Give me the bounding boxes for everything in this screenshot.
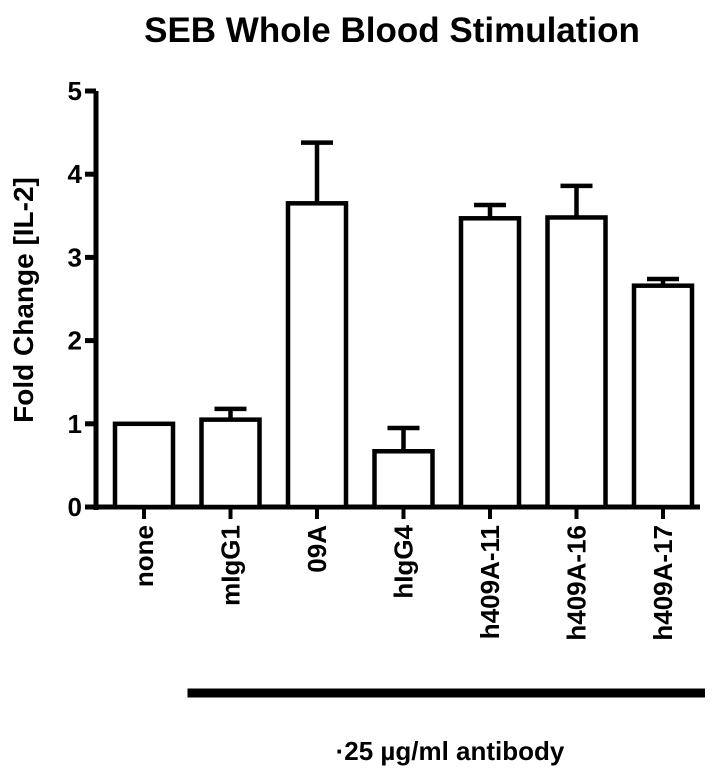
y-tick-label: 3 — [68, 242, 82, 272]
y-tick-label: 1 — [68, 409, 82, 439]
chart-title: SEB Whole Blood Stimulation — [144, 11, 640, 50]
y-axis-label: Fold Change [IL-2] — [8, 177, 39, 423]
x-tick-label: hIgG4 — [389, 524, 419, 598]
bars — [115, 203, 692, 507]
x-tick-label: mIgG1 — [216, 525, 246, 606]
bar — [288, 203, 346, 507]
bar — [202, 420, 260, 507]
y-tick-label: 0 — [68, 492, 82, 522]
y-tick-label: 2 — [68, 326, 82, 356]
bar — [461, 218, 519, 507]
x-tick-label: h409A-17 — [648, 525, 678, 641]
bar — [375, 451, 433, 507]
x-tick-label: 09A — [302, 525, 332, 573]
y-axis: 0 1 2 3 4 5 — [68, 76, 96, 522]
x-tick-label: h409A-16 — [562, 525, 592, 641]
group-label: ·25 µg/ml antibody — [336, 736, 565, 766]
bar — [634, 286, 692, 507]
x-tick-label: none — [129, 525, 159, 587]
x-tick-label: h409A-11 — [475, 525, 505, 639]
y-tick-label: 5 — [68, 76, 82, 106]
error-bars — [215, 143, 680, 452]
bar — [115, 424, 173, 507]
bar — [548, 217, 606, 507]
x-tick-labels: none mIgG1 09A hIgG4 h409A-11 h409A-16 h409A-1… — [129, 524, 678, 640]
y-tick-label: 4 — [68, 159, 83, 189]
